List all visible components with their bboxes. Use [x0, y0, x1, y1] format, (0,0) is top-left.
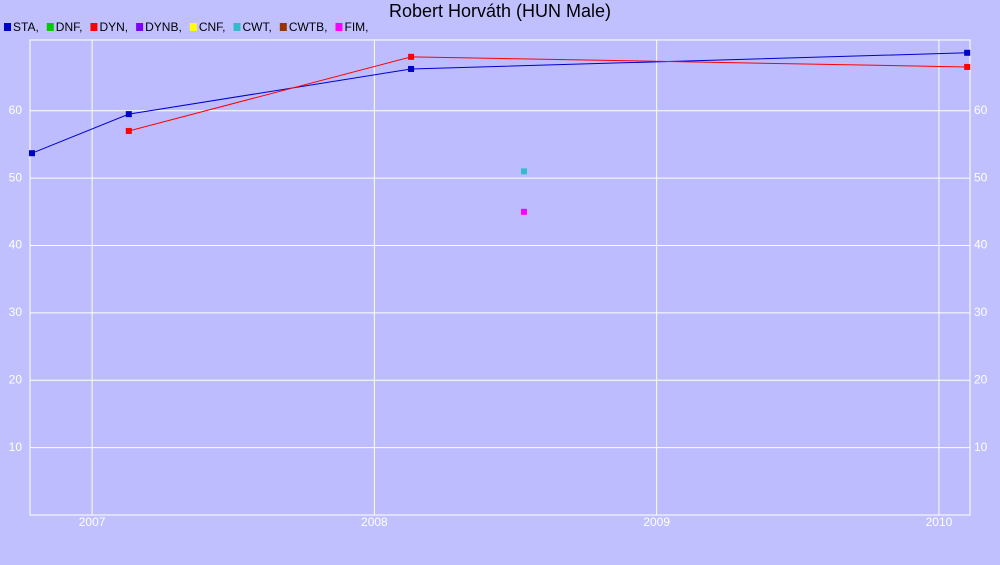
x-tick-label: 2010: [926, 515, 953, 529]
legend-swatch: [4, 23, 11, 31]
data-point: [125, 111, 132, 118]
data-point: [964, 49, 971, 56]
y-tick-label-right: 10: [974, 440, 988, 454]
y-tick-label: 50: [9, 170, 23, 184]
chart-title: Robert Horváth (HUN Male): [389, 1, 611, 21]
data-point: [408, 65, 415, 72]
y-tick-label: 30: [9, 305, 23, 319]
series-line: [31, 52, 968, 154]
legend-label: CWT,: [242, 20, 271, 34]
legend-label: FIM,: [344, 20, 368, 34]
legend-swatch: [279, 23, 287, 31]
data-point: [28, 150, 35, 157]
y-tick-label-right: 40: [974, 238, 988, 252]
legend-swatch: [136, 23, 144, 31]
y-tick-label-right: 20: [974, 372, 988, 386]
data-point: [520, 208, 527, 215]
data-point: [125, 127, 132, 134]
y-tick-label: 10: [9, 440, 23, 454]
data-point: [408, 53, 415, 60]
y-tick-label-right: 50: [974, 170, 988, 184]
legend-label: DYN,: [99, 20, 128, 34]
legend-swatch: [233, 23, 241, 31]
y-tick-label-right: 30: [974, 305, 988, 319]
y-tick-label: 60: [9, 103, 23, 117]
legend-label: STA,: [13, 20, 39, 34]
legend-swatch: [189, 23, 197, 31]
y-tick-label: 20: [9, 372, 23, 386]
data-point: [520, 168, 527, 175]
legend-label: DYNB,: [145, 20, 182, 34]
x-tick-label: 2009: [643, 515, 670, 529]
legend-swatch: [90, 23, 98, 31]
x-tick-label: 2008: [361, 515, 388, 529]
legend-label: DNF,: [56, 20, 83, 34]
legend-swatch: [46, 23, 54, 31]
x-tick-label: 2007: [79, 515, 106, 529]
legend-label: CWTB,: [289, 20, 328, 34]
y-tick-label: 40: [9, 238, 23, 252]
plot-area: [29, 39, 971, 516]
legend-swatch: [335, 23, 343, 31]
legend-label: CNF,: [199, 20, 226, 34]
y-tick-label-right: 60: [974, 103, 988, 117]
data-point: [964, 63, 971, 70]
